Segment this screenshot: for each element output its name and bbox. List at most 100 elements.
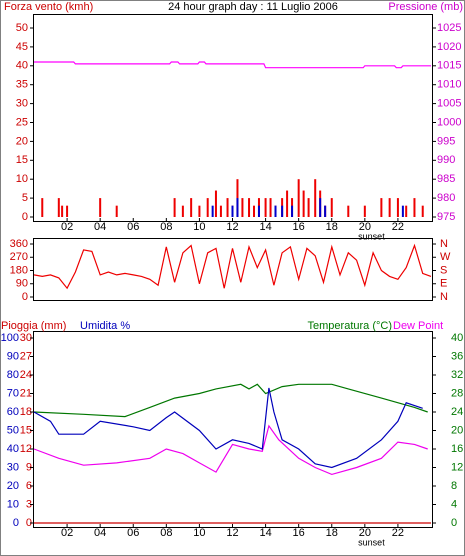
y2-tick-label: E bbox=[440, 278, 447, 290]
y-tick-label: 15 bbox=[16, 154, 28, 166]
series-line bbox=[33, 383, 428, 418]
y-tick-label: 3 bbox=[26, 498, 32, 510]
x-tick-label: 22 bbox=[392, 221, 404, 233]
wind-bar bbox=[347, 205, 350, 217]
y2-tick-label: 28 bbox=[451, 387, 463, 399]
y2-tick-label: 24 bbox=[451, 406, 463, 418]
y2-tick-label: 1020 bbox=[437, 41, 461, 53]
wind-bar bbox=[211, 205, 214, 217]
y-tick-label: 6 bbox=[26, 480, 32, 492]
y3-tick-label: 100 bbox=[1, 332, 19, 344]
y2-tick-label: 1000 bbox=[437, 116, 461, 128]
x-tick-label: 10 bbox=[193, 527, 205, 539]
x-tick-label: 12 bbox=[226, 527, 238, 539]
x-tick-label: 08 bbox=[160, 221, 172, 233]
wind-bar bbox=[173, 198, 176, 217]
y2-tick-label: 40 bbox=[451, 332, 463, 344]
wind-bar bbox=[302, 190, 305, 217]
wind-bar bbox=[401, 205, 404, 217]
wind-bar bbox=[61, 205, 64, 217]
wind-bar bbox=[291, 205, 294, 217]
climate-frame bbox=[33, 331, 433, 528]
x-tick-label: 04 bbox=[94, 221, 106, 233]
y-tick-label: 12 bbox=[20, 443, 32, 455]
temperature-legend: Temperatura (°C) bbox=[308, 320, 392, 332]
y2-tick-label: 990 bbox=[437, 154, 455, 166]
y3-tick-label: 50 bbox=[7, 424, 19, 436]
wind-bar bbox=[226, 198, 229, 217]
wind-bar bbox=[330, 198, 333, 217]
wind-bar bbox=[257, 205, 260, 217]
x-tick-label: 20 bbox=[359, 221, 371, 233]
y-tick-label: 90 bbox=[16, 278, 28, 290]
y-tick-label: 5 bbox=[22, 192, 28, 204]
y2-tick-label: 1015 bbox=[437, 60, 461, 72]
series-line bbox=[33, 424, 428, 476]
wind-bar bbox=[388, 198, 391, 217]
y3-tick-label: 80 bbox=[7, 369, 19, 381]
series-line bbox=[34, 61, 431, 69]
chart-title: 24 hour graph day : 11 Luglio 2006 bbox=[168, 1, 338, 13]
y-tick-label: 30 bbox=[20, 332, 32, 344]
wind-bar bbox=[198, 205, 201, 217]
wind-bar bbox=[281, 205, 284, 217]
wind-bar bbox=[405, 205, 408, 217]
x-tick-label: 18 bbox=[326, 527, 338, 539]
y2-tick-label: 1005 bbox=[437, 98, 461, 110]
y2-tick-label: S bbox=[440, 264, 447, 276]
y2-tick-label: 36 bbox=[451, 350, 463, 362]
x-tick-label: 10 bbox=[193, 221, 205, 233]
wind-frame bbox=[33, 14, 433, 222]
pressure-axis-title: Pressione (mb) bbox=[388, 1, 463, 13]
y-tick-label: 18 bbox=[20, 406, 32, 418]
y2-tick-label: 980 bbox=[437, 192, 455, 204]
y3-tick-label: 20 bbox=[7, 480, 19, 492]
wind-bar bbox=[66, 205, 69, 217]
y-tick-label: 15 bbox=[20, 424, 32, 436]
wind-bar bbox=[241, 198, 244, 217]
x-tick-label: 08 bbox=[160, 527, 172, 539]
x-tick-label: 22 bbox=[392, 527, 404, 539]
y3-tick-label: 90 bbox=[7, 350, 19, 362]
wind-bar bbox=[264, 198, 267, 217]
y2-tick-label: 16 bbox=[451, 443, 463, 455]
sunset-label: sunset bbox=[358, 231, 385, 241]
wind-bar bbox=[363, 205, 366, 217]
y2-tick-label: 1025 bbox=[437, 22, 461, 34]
y2-tick-label: N bbox=[440, 291, 448, 303]
wind-bar bbox=[219, 205, 222, 217]
y-tick-label: 0 bbox=[26, 517, 32, 529]
y2-tick-label: 12 bbox=[451, 461, 463, 473]
wind-bar bbox=[231, 205, 234, 217]
y2-tick-label: 8 bbox=[451, 480, 457, 492]
y-tick-label: 35 bbox=[16, 79, 28, 91]
x-tick-label: 02 bbox=[61, 221, 73, 233]
y2-tick-label: N bbox=[440, 238, 448, 250]
y2-tick-label: W bbox=[440, 251, 451, 263]
wind-bar bbox=[214, 190, 217, 217]
y3-tick-label: 70 bbox=[7, 387, 19, 399]
sunset-label: sunset bbox=[358, 537, 385, 547]
y3-tick-label: 40 bbox=[7, 443, 19, 455]
y2-tick-label: 975 bbox=[437, 211, 455, 223]
y-tick-label: 40 bbox=[16, 60, 28, 72]
wind-bar bbox=[248, 198, 251, 217]
y-tick-label: 21 bbox=[20, 387, 32, 399]
wind-bar bbox=[286, 190, 289, 217]
wind-bar bbox=[57, 198, 60, 217]
x-tick-label: 18 bbox=[326, 221, 338, 233]
wind-bar bbox=[413, 198, 416, 217]
wind-bar bbox=[269, 198, 272, 217]
x-tick-label: 14 bbox=[259, 527, 271, 539]
dewpoint-legend: Dew Point bbox=[393, 320, 443, 332]
x-tick-label: 16 bbox=[293, 221, 305, 233]
y2-tick-label: 1010 bbox=[437, 79, 461, 91]
y3-tick-label: 10 bbox=[7, 498, 19, 510]
humidity-axis-title: Umidita % bbox=[80, 320, 130, 332]
y-tick-label: 45 bbox=[16, 41, 28, 53]
wind-bar bbox=[99, 198, 102, 217]
y2-tick-label: 995 bbox=[437, 135, 455, 147]
y2-tick-label: 0 bbox=[451, 517, 457, 529]
wind-bar bbox=[421, 205, 424, 217]
y2-tick-label: 4 bbox=[451, 498, 457, 510]
